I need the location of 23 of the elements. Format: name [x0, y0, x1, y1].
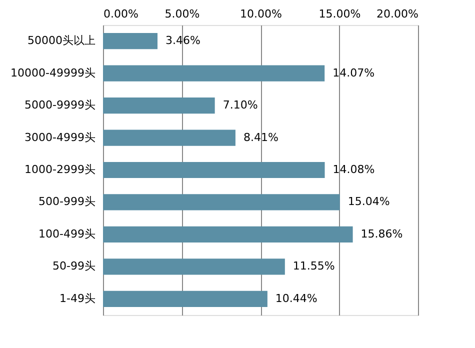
data-label: 14.07% — [332, 66, 375, 80]
x-tick-label: 15.00% — [318, 8, 361, 20]
y-tick-label: 50000头以上 — [28, 34, 96, 48]
data-label: 14.08% — [332, 163, 375, 176]
x-tick-label: 10.00% — [240, 8, 282, 20]
x-tick-label: 5.00% — [164, 8, 200, 20]
y-tick-label: 5000-9999头 — [24, 98, 96, 112]
x-tick-label: 20.00% — [376, 8, 418, 20]
data-label: 3.46% — [165, 34, 200, 48]
data-label: 15.04% — [348, 195, 390, 208]
data-label: 15.86% — [360, 227, 403, 240]
data-label: 11.55% — [292, 260, 335, 273]
x-tick-label: 0.00% — [104, 8, 138, 20]
data-label: 7.10% — [222, 98, 258, 112]
y-tick-label: 500-999头 — [38, 195, 96, 208]
data-label: 8.41% — [243, 130, 278, 144]
y-tick-label: 50-99头 — [52, 260, 96, 273]
y-tick-label: 100-499头 — [38, 227, 96, 240]
y-tick-label: 3000-4999头 — [24, 130, 96, 144]
data-label: 10.44% — [275, 292, 318, 305]
y-tick-label: 1-49头 — [60, 292, 96, 305]
y-tick-label: 1000-2999头 — [24, 163, 96, 176]
y-tick-label: 10000-49999头 — [10, 66, 96, 80]
